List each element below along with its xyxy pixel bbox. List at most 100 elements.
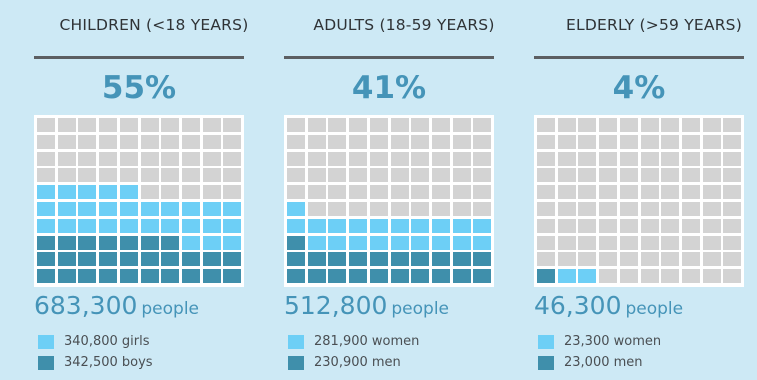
waffle-cell-empty bbox=[578, 218, 597, 233]
waffle-cell-empty bbox=[307, 118, 326, 132]
waffle-cell-male bbox=[140, 269, 159, 284]
waffle-cell-female bbox=[287, 218, 305, 233]
waffle-cell-male bbox=[119, 235, 138, 250]
waffle-cell-empty bbox=[369, 168, 388, 183]
waffle-cell-empty bbox=[328, 134, 347, 149]
waffle-cell-empty bbox=[702, 269, 721, 284]
waffle-cell-male bbox=[78, 235, 97, 250]
waffle-cell-male bbox=[328, 269, 347, 284]
waffle-cell-empty bbox=[557, 235, 576, 250]
legend-swatch-female bbox=[538, 334, 554, 349]
waffle-cell-empty bbox=[328, 151, 347, 166]
waffle-cell-empty bbox=[390, 134, 409, 149]
waffle-cell-female bbox=[452, 218, 471, 233]
title-divider bbox=[34, 56, 244, 59]
waffle-cell-empty bbox=[78, 151, 97, 166]
legend-swatch-female bbox=[38, 334, 54, 349]
waffle-cell-empty bbox=[57, 151, 76, 166]
waffle-cell-empty bbox=[640, 218, 659, 233]
waffle-cell-empty bbox=[702, 252, 721, 267]
waffle-cell-empty bbox=[599, 218, 618, 233]
waffle-cell-male bbox=[119, 269, 138, 284]
waffle-cell-empty bbox=[640, 235, 659, 250]
waffle-cell-empty bbox=[181, 185, 200, 200]
waffle-cell-male bbox=[287, 269, 305, 284]
waffle-cell-female bbox=[390, 218, 409, 233]
waffle-cell-empty bbox=[37, 118, 55, 132]
waffle-cell-empty bbox=[349, 168, 368, 183]
waffle-cell-empty bbox=[661, 168, 680, 183]
waffle-cell-female bbox=[431, 218, 450, 233]
waffle-cell-empty bbox=[661, 185, 680, 200]
waffle-cell-empty bbox=[287, 185, 305, 200]
waffle-cell-empty bbox=[473, 118, 492, 132]
waffle-cell-empty bbox=[619, 252, 638, 267]
waffle-cell-empty bbox=[473, 168, 492, 183]
waffle-cell-male bbox=[78, 269, 97, 284]
legend-item-female: 23,300 women bbox=[538, 331, 661, 349]
waffle-cell-empty bbox=[681, 118, 700, 132]
waffle-cell-empty bbox=[78, 118, 97, 132]
waffle-cell-empty bbox=[161, 185, 180, 200]
waffle-cell-female bbox=[202, 218, 221, 233]
waffle-cell-empty bbox=[578, 118, 597, 132]
waffle-cell-empty bbox=[702, 235, 721, 250]
waffle-cell-empty bbox=[202, 168, 221, 183]
waffle-cell-male bbox=[431, 252, 450, 267]
waffle-cell-empty bbox=[431, 118, 450, 132]
waffle-cell-female bbox=[78, 185, 97, 200]
waffle-cell-empty bbox=[661, 202, 680, 216]
waffle-cell-empty bbox=[702, 185, 721, 200]
legend-text: 23,000 men bbox=[564, 355, 643, 370]
total-unit: people bbox=[141, 299, 200, 319]
waffle-cell-empty bbox=[557, 252, 576, 267]
waffle-cell-empty bbox=[640, 118, 659, 132]
waffle-cell-empty bbox=[723, 218, 742, 233]
waffle-cell-empty bbox=[661, 134, 680, 149]
waffle-cell-empty bbox=[723, 118, 742, 132]
waffle-cell-empty bbox=[681, 168, 700, 183]
waffle-cell-female bbox=[181, 218, 200, 233]
waffle-cell-empty bbox=[431, 202, 450, 216]
waffle-cell-female bbox=[431, 235, 450, 250]
waffle-cell-empty bbox=[307, 185, 326, 200]
waffle-cell-male bbox=[37, 269, 55, 284]
waffle-cell-female bbox=[411, 218, 430, 233]
waffle-cell-empty bbox=[578, 151, 597, 166]
percent-label: 4% bbox=[612, 70, 666, 106]
waffle-cell-empty bbox=[473, 151, 492, 166]
total-number: 46,300 bbox=[534, 291, 622, 320]
waffle-cell-empty bbox=[661, 218, 680, 233]
waffle-cell-female bbox=[37, 218, 55, 233]
waffle-cell-male bbox=[452, 252, 471, 267]
waffle-cell-male bbox=[411, 252, 430, 267]
waffle-cell-empty bbox=[599, 235, 618, 250]
waffle-cell-empty bbox=[390, 151, 409, 166]
waffle-cell-empty bbox=[328, 185, 347, 200]
waffle-cell-female bbox=[390, 235, 409, 250]
title-divider bbox=[284, 56, 494, 59]
waffle-cell-female bbox=[37, 202, 55, 216]
waffle-cell-female bbox=[369, 235, 388, 250]
waffle-cell-empty bbox=[723, 168, 742, 183]
waffle-cell-male bbox=[181, 269, 200, 284]
waffle-cell-empty bbox=[287, 134, 305, 149]
waffle-cell-female bbox=[99, 185, 118, 200]
waffle-cell-empty bbox=[537, 151, 555, 166]
waffle-cell-male bbox=[287, 235, 305, 250]
waffle-cell-empty bbox=[287, 151, 305, 166]
waffle-cell-empty bbox=[702, 151, 721, 166]
waffle-cell-male bbox=[119, 252, 138, 267]
waffle-cell-empty bbox=[307, 151, 326, 166]
panel-elderly: ELDERLY (>59 YEARS) 4% 46,300 people 23,3… bbox=[534, 0, 757, 380]
waffle-cell-empty bbox=[161, 168, 180, 183]
waffle-cell-female bbox=[99, 218, 118, 233]
waffle-cell-female bbox=[119, 218, 138, 233]
waffle-cell-female bbox=[140, 202, 159, 216]
waffle-cell-empty bbox=[619, 202, 638, 216]
waffle-cell-empty bbox=[557, 185, 576, 200]
waffle-cell-empty bbox=[431, 151, 450, 166]
waffle-cell-empty bbox=[181, 151, 200, 166]
waffle-cell-male bbox=[202, 269, 221, 284]
waffle-cell-male bbox=[473, 252, 492, 267]
